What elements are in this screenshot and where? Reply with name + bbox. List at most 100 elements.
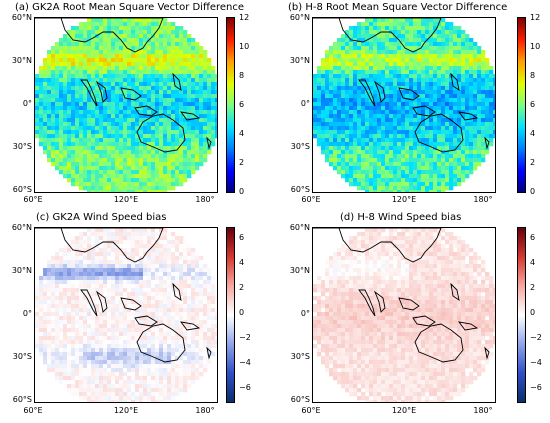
grid-cell bbox=[195, 114, 200, 119]
grid-cell bbox=[215, 94, 217, 99]
grid-cell bbox=[115, 66, 120, 71]
grid-cell bbox=[453, 130, 458, 135]
grid-cell bbox=[473, 90, 478, 95]
grid-cell bbox=[195, 276, 200, 281]
grid-cell bbox=[91, 332, 96, 337]
grid-cell bbox=[115, 304, 120, 309]
grid-cell bbox=[111, 284, 116, 289]
grid-cell bbox=[111, 304, 116, 309]
grid-cell bbox=[369, 166, 374, 171]
grid-cell bbox=[59, 138, 64, 143]
grid-cell bbox=[103, 146, 108, 151]
grid-cell bbox=[199, 292, 204, 297]
grid-cell bbox=[123, 18, 128, 23]
grid-cell bbox=[203, 114, 208, 119]
colorbar-tick: 2 bbox=[530, 158, 536, 167]
grid-cell bbox=[163, 236, 168, 241]
grid-cell bbox=[457, 150, 462, 155]
grid-cell bbox=[79, 240, 84, 245]
grid-cell bbox=[127, 340, 132, 345]
grid-cell bbox=[159, 150, 164, 155]
grid-cell bbox=[107, 300, 112, 305]
grid-cell bbox=[349, 150, 354, 155]
grid-cell bbox=[59, 62, 64, 67]
grid-cell bbox=[211, 332, 216, 337]
grid-cell bbox=[465, 126, 470, 131]
grid-cell bbox=[67, 352, 72, 357]
grid-cell bbox=[83, 344, 88, 349]
grid-cell bbox=[325, 146, 330, 151]
grid-cell bbox=[127, 228, 132, 233]
grid-cell bbox=[107, 130, 112, 135]
grid-cell bbox=[155, 344, 160, 349]
grid-cell bbox=[127, 34, 132, 39]
grid-cell bbox=[99, 66, 104, 71]
grid-cell bbox=[179, 170, 184, 175]
grid-cell bbox=[469, 110, 474, 115]
grid-cell bbox=[35, 90, 40, 95]
grid-cell bbox=[385, 158, 390, 163]
grid-cell bbox=[385, 102, 390, 107]
grid-cell bbox=[127, 126, 132, 131]
grid-cell bbox=[473, 130, 478, 135]
grid-cell bbox=[127, 162, 132, 167]
grid-cell bbox=[131, 122, 136, 127]
grid-cell bbox=[115, 110, 120, 115]
grid-cell bbox=[413, 158, 418, 163]
grid-cell bbox=[83, 296, 88, 301]
grid-cell bbox=[95, 86, 100, 91]
grid-cell bbox=[143, 272, 148, 277]
grid-cell bbox=[373, 46, 378, 51]
grid-cell bbox=[67, 240, 72, 245]
grid-cell bbox=[147, 328, 152, 333]
grid-cell bbox=[441, 118, 446, 123]
grid-cell bbox=[373, 34, 378, 39]
grid-cell bbox=[167, 308, 172, 313]
grid-cell bbox=[123, 86, 128, 91]
grid-cell bbox=[115, 90, 120, 95]
grid-cell bbox=[325, 90, 330, 95]
grid-cell bbox=[389, 102, 394, 107]
colorbar-tick: 12 bbox=[530, 13, 541, 22]
grid-cell bbox=[135, 174, 140, 179]
grid-cell bbox=[207, 110, 212, 115]
grid-cell bbox=[195, 102, 200, 107]
grid-cell bbox=[405, 94, 410, 99]
grid-cell bbox=[469, 162, 474, 167]
grid-cell bbox=[123, 30, 128, 35]
grid-cell bbox=[325, 110, 330, 115]
grid-cell bbox=[397, 146, 402, 151]
grid-cell bbox=[147, 94, 152, 99]
grid-cell bbox=[75, 174, 80, 179]
grid-cell bbox=[409, 138, 414, 143]
grid-cell bbox=[469, 130, 474, 135]
grid-cell bbox=[143, 174, 148, 179]
grid-cell bbox=[131, 86, 136, 91]
grid-cell bbox=[461, 158, 466, 163]
grid-cell bbox=[393, 154, 398, 159]
grid-cell bbox=[143, 34, 148, 39]
grid-cell bbox=[433, 94, 438, 99]
grid-cell bbox=[445, 166, 450, 171]
grid-cell bbox=[75, 244, 80, 249]
grid-cell bbox=[131, 228, 136, 233]
grid-cell bbox=[493, 114, 495, 119]
grid-cell bbox=[401, 118, 406, 123]
grid-cell bbox=[167, 248, 172, 253]
grid-cell bbox=[95, 106, 100, 111]
grid-cell bbox=[71, 344, 76, 349]
grid-cell bbox=[187, 98, 192, 103]
grid-cell bbox=[87, 138, 92, 143]
grid-cell bbox=[199, 78, 204, 83]
grid-cell bbox=[119, 348, 124, 353]
grid-cell bbox=[179, 292, 184, 297]
grid-cell bbox=[115, 42, 120, 47]
grid-cell bbox=[421, 190, 426, 192]
grid-cell bbox=[139, 118, 144, 123]
grid-cell bbox=[341, 150, 346, 155]
grid-cell bbox=[215, 284, 217, 289]
grid-cell bbox=[107, 364, 112, 369]
grid-cell bbox=[337, 98, 342, 103]
grid-cell bbox=[115, 82, 120, 87]
grid-cell bbox=[155, 58, 160, 63]
